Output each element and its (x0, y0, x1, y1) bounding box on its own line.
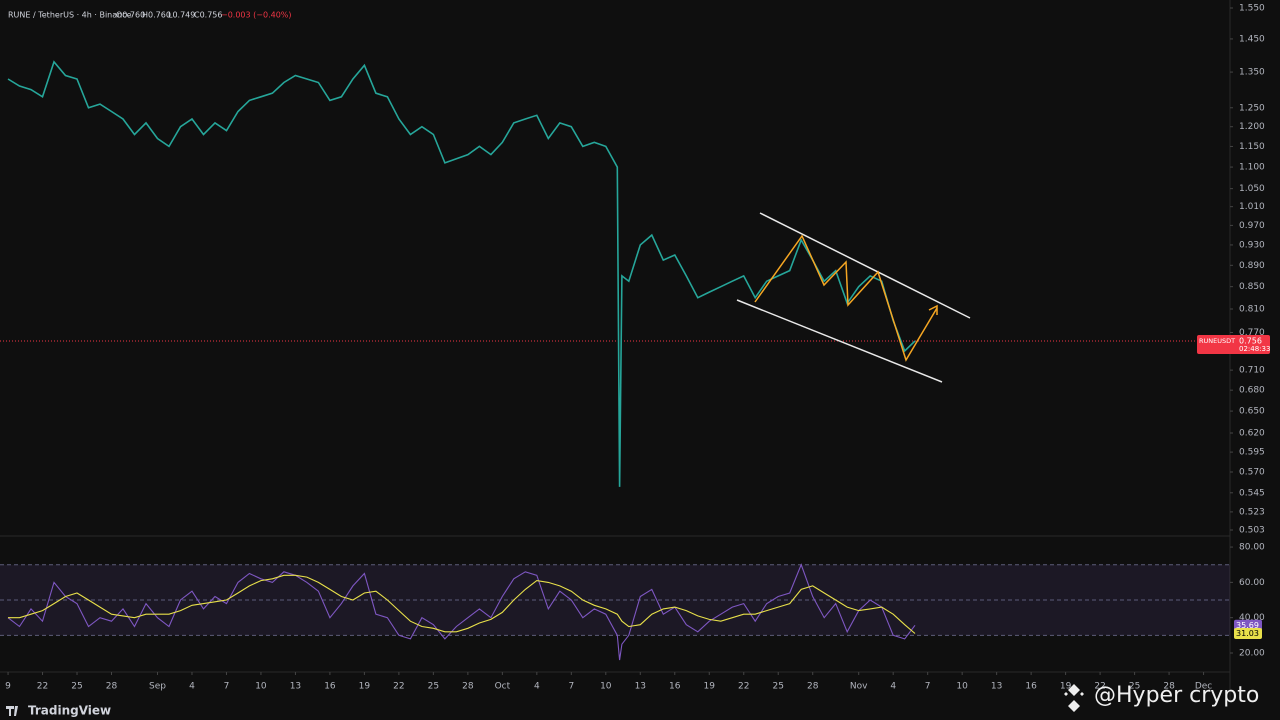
x-tick-label: 13 (290, 682, 301, 692)
y-tick-label: 60.00 (1239, 578, 1265, 588)
x-tick-label: Oct (495, 682, 511, 692)
y-tick-label: 1.100 (1239, 163, 1265, 173)
zigzag (754, 234, 938, 362)
x-tick-label: 19 (359, 682, 371, 692)
y-tick-label: 40.00 (1239, 613, 1265, 623)
y-tick-label: 1.350 (1239, 68, 1265, 78)
x-tick-label: 4 (534, 682, 540, 692)
y-tick-label: 0.850 (1239, 282, 1265, 292)
watermark-logo (1064, 684, 1084, 712)
x-tick-label: 28 (462, 682, 474, 692)
y-tick-label: 1.250 (1239, 103, 1265, 113)
x-tick-label: Sep (149, 682, 166, 692)
last-price-symbol: RUNEUSDT (1199, 337, 1235, 345)
value-label-box (1234, 628, 1262, 640)
y-tick-label: 20.00 (1239, 648, 1265, 658)
y-tick-label: 0.570 (1239, 468, 1265, 478)
x-tick-label: 28 (1163, 682, 1175, 692)
x-tick-label: 28 (106, 682, 118, 692)
brand: TradingView (28, 704, 111, 718)
x-tick-label: 7 (568, 682, 574, 692)
x-tick-label: 7 (925, 682, 931, 692)
symbol: RUNE / TetherUS · 4h · Binance (8, 11, 132, 20)
x-tick-label: 19 (1060, 682, 1072, 692)
series-line (8, 574, 916, 634)
x-tick-label: 4 (189, 682, 195, 692)
y-tick-label: 1.010 (1239, 202, 1265, 212)
ohlc-close: C0.756 (194, 11, 223, 20)
y-tick-label: 1.150 (1239, 142, 1265, 152)
series-line (7, 60, 916, 487)
y-tick-label: 0.620 (1239, 429, 1265, 439)
x-tick-label: 16 (324, 682, 336, 692)
y-tick-label: 1.200 (1239, 122, 1265, 132)
x-tick-label: 10 (956, 682, 968, 692)
x-tick-label: 9 (5, 682, 11, 692)
x-tick-label: 22 (1094, 682, 1105, 692)
x-tick-label: 25 (773, 682, 784, 692)
x-tick-label: 22 (738, 682, 749, 692)
x-tick-label: 22 (37, 682, 48, 692)
x-tick-label: 10 (255, 682, 267, 692)
y-tick-label: 0.595 (1239, 448, 1265, 458)
y-tick-label: 0.523 (1239, 507, 1265, 517)
watermark: @Hyper crypto (1094, 683, 1259, 708)
y-tick-label: 1.550 (1239, 4, 1265, 14)
y-tick-label: 0.770 (1239, 328, 1265, 338)
x-tick-label: 28 (807, 682, 819, 692)
y-tick-label: 0.650 (1239, 407, 1265, 417)
ohlc-low: L0.749 (168, 11, 195, 20)
x-tick-label: 10 (600, 682, 612, 692)
x-tick-label: 7 (224, 682, 230, 692)
x-tick-label: 13 (991, 682, 1002, 692)
y-tick-label: 0.680 (1239, 386, 1265, 396)
x-tick-label: 16 (669, 682, 681, 692)
y-tick-label: 80.00 (1239, 543, 1265, 553)
y-tick-label: 0.810 (1239, 305, 1265, 315)
x-tick-label: 25 (1129, 682, 1140, 692)
last-price-countdown: 02:48:33 (1239, 345, 1270, 353)
x-tick-label: 22 (393, 682, 404, 692)
change: −0.003 (−0.40%) (221, 11, 292, 20)
x-tick-label: 25 (428, 682, 439, 692)
y-tick-label: 0.970 (1239, 221, 1265, 231)
arrow-head (928, 304, 938, 315)
x-tick-label: 16 (1025, 682, 1037, 692)
x-tick-label: Dec (1195, 682, 1212, 692)
value-label: 35.69 (1236, 621, 1259, 630)
y-tick-label: 0.710 (1239, 366, 1265, 376)
x-tick-label: 13 (635, 682, 646, 692)
channel-upper (759, 212, 971, 319)
y-tick-label: 0.890 (1239, 261, 1265, 271)
channel-lower (736, 299, 943, 383)
y-tick-label: 1.050 (1239, 184, 1265, 194)
x-tick-label: 19 (704, 682, 716, 692)
x-tick-label: Nov (850, 682, 868, 692)
ohlc-high: H0.760 (142, 11, 171, 20)
brand-logo (6, 706, 18, 716)
y-tick-label: 0.503 (1239, 526, 1265, 536)
x-tick-label: 25 (71, 682, 82, 692)
last-price-value: 0.756 (1239, 337, 1262, 346)
ohlc-open: O0.760 (116, 11, 145, 20)
last-price-box (1197, 335, 1270, 355)
y-tick-label: 1.450 (1239, 34, 1265, 44)
value-label: 31.03 (1236, 629, 1259, 638)
y-tick-label: 0.545 (1239, 488, 1265, 498)
x-tick-label: 4 (890, 682, 896, 692)
y-tick-label: 0.930 (1239, 240, 1265, 250)
